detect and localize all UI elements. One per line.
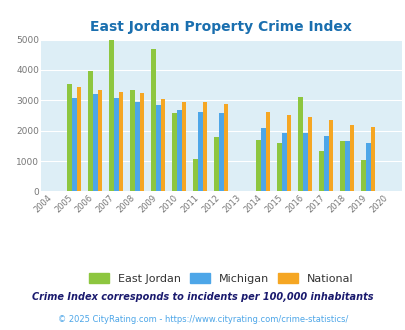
Bar [156,105,160,191]
Bar [223,104,228,191]
Bar [151,49,156,191]
Bar [349,125,354,191]
Bar [286,115,290,191]
Bar [302,133,307,191]
Bar [360,159,365,191]
Bar [76,87,81,191]
Bar [365,144,370,191]
Bar [88,71,93,191]
Bar [307,117,311,191]
Bar [256,140,260,191]
Bar [298,97,302,191]
Bar [139,93,144,191]
Bar [193,159,198,191]
Text: © 2025 CityRating.com - https://www.cityrating.com/crime-statistics/: © 2025 CityRating.com - https://www.city… [58,315,347,324]
Title: East Jordan Property Crime Index: East Jordan Property Crime Index [90,20,352,34]
Bar [339,141,344,191]
Bar [281,133,286,191]
Bar [97,90,102,191]
Bar [114,98,118,191]
Bar [181,102,186,191]
Bar [277,144,281,191]
Bar [198,112,202,191]
Bar [370,127,374,191]
Bar [260,128,265,191]
Bar [319,151,323,191]
Bar [160,99,165,191]
Bar [134,102,139,191]
Bar [202,102,207,191]
Bar [323,136,328,191]
Bar [218,114,223,191]
Bar [328,120,333,191]
Bar [172,113,177,191]
Bar [67,83,72,191]
Bar [72,98,76,191]
Bar [344,141,349,191]
Bar [214,137,218,191]
Bar [118,92,123,191]
Bar [93,94,97,191]
Bar [265,112,270,191]
Text: Crime Index corresponds to incidents per 100,000 inhabitants: Crime Index corresponds to incidents per… [32,292,373,302]
Bar [177,110,181,191]
Bar [109,40,114,191]
Bar [130,90,134,191]
Legend: East Jordan, Michigan, National: East Jordan, Michigan, National [85,270,356,287]
